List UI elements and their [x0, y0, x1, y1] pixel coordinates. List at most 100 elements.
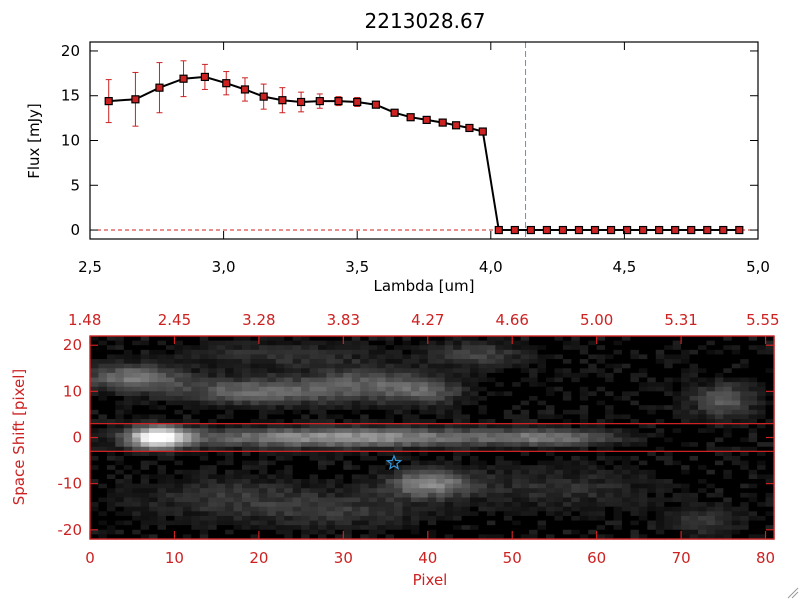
heatmap-cell [647, 520, 657, 526]
heatmap-cell [503, 391, 513, 397]
heatmap-cell [242, 497, 252, 503]
heatmap-cell [562, 465, 572, 471]
heatmap-cell [698, 506, 708, 512]
heatmap-cell [360, 465, 370, 471]
heatmap-cell [427, 336, 437, 342]
top-axis-wavelength-label: 5.00 [580, 311, 613, 329]
heatmap-cell [731, 432, 741, 439]
heatmap-cell [284, 414, 294, 420]
heatmap-cell [655, 529, 665, 535]
heatmap-cell [664, 465, 674, 471]
heatmap-cell [267, 405, 277, 411]
heatmap-cell [647, 368, 657, 374]
heatmap-cell [267, 483, 277, 489]
heatmap-cell [512, 345, 522, 351]
heatmap-cell [698, 432, 708, 439]
heatmap-cell [470, 395, 480, 402]
heatmap-cell [427, 469, 437, 476]
heatmap-cell [698, 395, 708, 402]
heatmap-cell [106, 502, 116, 508]
heatmap-cell [647, 423, 657, 429]
heatmap-cell [419, 395, 429, 402]
heatmap-cell [554, 377, 564, 383]
heatmap-cell [326, 372, 336, 379]
heatmap-cell [714, 423, 724, 429]
heatmap-cell [655, 460, 665, 466]
heatmap-cell [132, 446, 142, 452]
heatmap-cell [216, 488, 226, 494]
heatmap-cell [529, 432, 539, 439]
heatmap-cell [647, 437, 657, 443]
heatmap-cell [242, 525, 252, 531]
heatmap-cell [301, 437, 311, 443]
heatmap-cell [655, 400, 665, 406]
heatmap-cell [689, 511, 699, 517]
heatmap-cell [622, 511, 632, 517]
heatmap-cell [208, 345, 218, 351]
heatmap-cell [638, 372, 648, 379]
heatmap-cell [309, 345, 319, 351]
heatmap-cell [385, 409, 395, 416]
y-tick-label: 15 [61, 87, 80, 105]
heatmap-cell [478, 363, 488, 369]
heatmap-cell [132, 428, 142, 434]
heatmap-cell [258, 488, 268, 494]
heatmap-cell [385, 455, 395, 462]
heatmap-cell [208, 377, 218, 383]
heatmap-cell [191, 529, 201, 535]
heatmap-cell [520, 502, 530, 508]
heatmap-cell [326, 442, 336, 448]
heatmap-cell [208, 515, 218, 522]
data-point [353, 97, 362, 107]
heatmap-cell [90, 405, 100, 411]
resize-grip-icon[interactable] [787, 587, 799, 599]
heatmap-cell [334, 515, 344, 522]
heatmap-cell [723, 428, 733, 434]
heatmap-cell [630, 469, 640, 476]
heatmap-cell [149, 349, 159, 356]
heatmap-cell [596, 520, 606, 526]
heatmap-cell [242, 442, 252, 448]
heatmap-cell [478, 400, 488, 406]
heatmap-cell [360, 359, 370, 365]
heatmap-cell [588, 525, 598, 531]
heatmap-cell [672, 520, 682, 526]
heatmap-cell [537, 460, 547, 466]
heatmap-cell [174, 525, 184, 531]
heatmap-cell [191, 386, 201, 392]
heatmap-cell [605, 386, 615, 392]
heatmap-cell [368, 359, 378, 365]
heatmap-cell [664, 409, 674, 416]
heatmap-cell [394, 414, 404, 420]
heatmap-cell [334, 465, 344, 471]
heatmap-cell [242, 354, 252, 360]
heatmap-cell [394, 520, 404, 526]
heatmap-cell [275, 345, 285, 351]
heatmap-cell [385, 451, 395, 457]
heatmap-cell [292, 520, 302, 526]
heatmap-cell [368, 474, 378, 480]
heatmap-cell [470, 377, 480, 383]
heatmap-cell [503, 460, 513, 466]
heatmap-cell [740, 511, 750, 517]
heatmap-cell [225, 349, 235, 356]
heatmap-cell [123, 442, 133, 448]
heatmap-cell [520, 414, 530, 420]
heatmap-cell [174, 340, 184, 346]
heatmap-cell [740, 492, 750, 499]
x-tick-label: 0 [85, 549, 95, 567]
heatmap-cell [698, 340, 708, 346]
heatmap-cell [250, 345, 260, 351]
heatmap-cell [427, 520, 437, 526]
heatmap-cell [596, 483, 606, 489]
heatmap-cell [225, 437, 235, 443]
heatmap-cell [723, 474, 733, 480]
heatmap-cell [343, 525, 353, 531]
heatmap-cell [98, 386, 108, 392]
heatmap-cell [681, 391, 691, 397]
heatmap-cell [453, 409, 463, 416]
heatmap-cell [106, 340, 116, 346]
heatmap-cell [284, 446, 294, 452]
heatmap-cell [503, 502, 513, 508]
heatmap-cell [394, 474, 404, 480]
